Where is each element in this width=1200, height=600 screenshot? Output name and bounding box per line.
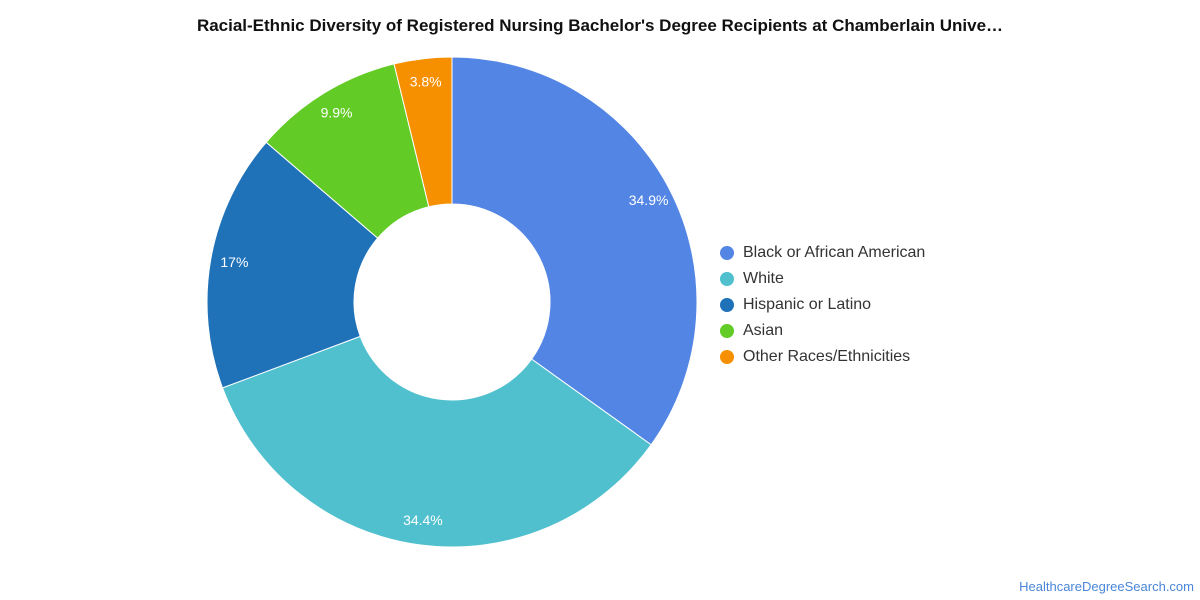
legend-item-asian[interactable]: Asian [720, 318, 925, 344]
legend-swatch-icon [720, 272, 734, 286]
legend-item-black-or-african-american[interactable]: Black or African American [720, 240, 925, 266]
slice-hispanic-or-latino[interactable] [206, 141, 379, 389]
legend-label: Other Races/Ethnicities [743, 348, 911, 365]
source-link[interactable]: HealthcareDegreeSearch.com [1019, 579, 1194, 594]
legend-label: Asian [743, 322, 784, 339]
legend-swatch-icon [720, 246, 734, 260]
legend-label: Hispanic or Latino [743, 296, 872, 313]
slice-white[interactable] [221, 335, 652, 548]
legend-item-hispanic-or-latino[interactable]: Hispanic or Latino [720, 292, 925, 318]
legend-swatch-icon [720, 324, 734, 338]
slice-label-white: 34.4% [403, 512, 443, 528]
slices-group [206, 56, 698, 548]
legend-label: White [743, 270, 784, 287]
slice-other-races-ethnicities[interactable] [393, 56, 453, 208]
legend-swatch-icon [720, 298, 734, 312]
legend-label: Black or African American [743, 244, 926, 261]
legend-item-white[interactable]: White [720, 266, 925, 292]
legend: Black or African American White Hispanic o… [720, 240, 925, 370]
legend-swatch-icon [720, 350, 734, 364]
legend-item-other-races-ethnicities[interactable]: Other Races/Ethnicities [720, 344, 925, 370]
slice-label-hispanic-or-latino: 17% [220, 254, 248, 270]
chart-title: Racial-Ethnic Diversity of Registered Nu… [196, 16, 1004, 35]
slice-labels-group: 34.9% 34.4% 17% 9.9% 3.8% [220, 73, 668, 528]
slice-label-other-races-ethnicities: 3.8% [410, 73, 442, 89]
slice-label-asian: 9.9% [321, 104, 353, 120]
slice-black-or-african-american[interactable] [451, 56, 698, 446]
slice-label-black-or-african-american: 34.9% [629, 192, 669, 208]
